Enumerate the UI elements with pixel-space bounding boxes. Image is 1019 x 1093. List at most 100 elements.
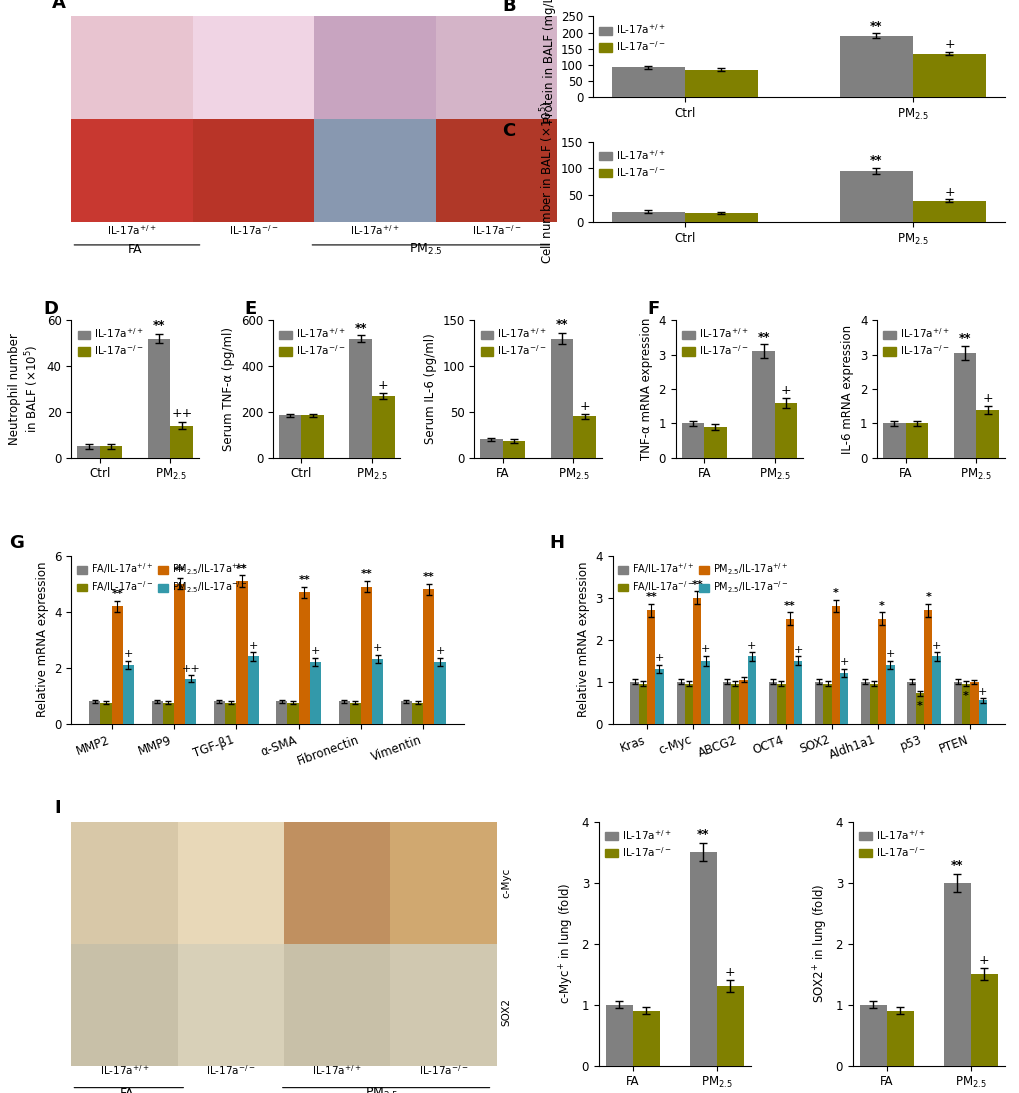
Y-axis label: SOX2$^{+}$ in lung (fold): SOX2$^{+}$ in lung (fold) (811, 884, 829, 1003)
Bar (148, 339, 170, 458)
Bar (689, 853, 716, 1066)
Text: **: ** (950, 859, 963, 872)
Y-axis label: Neutrophil number
in BALF (×10$^{5}$): Neutrophil number in BALF (×10$^{5}$) (8, 333, 41, 445)
Bar (71, 943, 177, 1066)
Y-axis label: c-Myc$^{+}$ in lung (fold): c-Myc$^{+}$ in lung (fold) (557, 883, 576, 1004)
Bar (100, 703, 111, 724)
Text: *: * (962, 691, 968, 702)
Text: IL-17a$^{+/+}$: IL-17a$^{+/+}$ (312, 1063, 362, 1078)
Bar (152, 702, 163, 724)
Text: D: D (44, 299, 58, 318)
Text: +: + (931, 640, 941, 650)
Bar (338, 702, 350, 724)
Bar (71, 16, 193, 119)
Bar (193, 119, 314, 222)
Legend: IL-17a$^{+/+}$, IL-17a$^{-/-}$: IL-17a$^{+/+}$, IL-17a$^{-/-}$ (598, 146, 665, 179)
Text: **: ** (645, 592, 656, 602)
Bar (877, 619, 886, 724)
Text: +: + (981, 391, 991, 404)
Text: +: + (249, 640, 258, 650)
Bar (550, 339, 573, 458)
Bar (225, 703, 236, 724)
Text: A: A (52, 0, 66, 12)
Text: PM$_{2.5}$: PM$_{2.5}$ (365, 1086, 398, 1093)
Bar (646, 610, 654, 724)
Bar (314, 119, 435, 222)
Bar (111, 607, 122, 724)
Bar (283, 943, 390, 1066)
Bar (886, 1011, 913, 1066)
Bar (977, 701, 986, 724)
Text: +: + (977, 686, 986, 696)
Bar (860, 682, 869, 724)
Bar (71, 822, 177, 943)
Bar (390, 822, 496, 943)
Legend: FA/IL-17a$^{+/+}$, FA/IL-17a$^{-/-}$, PM$_{2.5}$/IL-17a$^{+/+}$, PM$_{2.5}$/IL-1: FA/IL-17a$^{+/+}$, FA/IL-17a$^{-/-}$, PM… (76, 561, 248, 596)
Bar (684, 684, 693, 724)
Text: **: ** (354, 321, 367, 334)
Bar (177, 822, 283, 943)
Bar (77, 446, 100, 458)
Text: +: + (725, 966, 735, 979)
Legend: IL-17a$^{+/+}$, IL-17a$^{-/-}$: IL-17a$^{+/+}$, IL-17a$^{-/-}$ (278, 326, 346, 359)
Text: +: + (884, 649, 895, 659)
Y-axis label: Cell number in BALF (×10$^{5}$): Cell number in BALF (×10$^{5}$) (537, 101, 555, 263)
Text: FA: FA (127, 243, 142, 256)
Bar (970, 974, 997, 1066)
Bar (361, 587, 372, 724)
Bar (703, 426, 727, 458)
Text: F: F (647, 299, 659, 318)
Bar (907, 682, 915, 724)
Text: **: ** (783, 601, 795, 611)
Text: +: + (746, 640, 756, 650)
Bar (931, 657, 940, 724)
Text: **: ** (153, 319, 165, 332)
Text: c-Myc: c-Myc (500, 868, 511, 897)
Bar (839, 36, 912, 97)
Bar (163, 703, 174, 724)
Bar (830, 607, 840, 724)
Bar (287, 703, 299, 724)
Text: **: ** (756, 331, 769, 343)
Text: PM$_{2.5}$: PM$_{2.5}$ (409, 243, 442, 257)
Bar (299, 592, 310, 724)
Bar (400, 702, 412, 724)
Bar (372, 659, 383, 724)
Bar (739, 680, 747, 724)
Bar (785, 619, 793, 724)
Bar (912, 201, 985, 222)
Bar (348, 339, 372, 458)
Bar (681, 423, 703, 458)
Text: IL-17a$^{+/+}$: IL-17a$^{+/+}$ (350, 223, 399, 236)
Bar (278, 415, 301, 458)
Text: +: + (373, 644, 382, 654)
Bar (676, 682, 684, 724)
Bar (573, 416, 595, 458)
Text: +: + (700, 644, 709, 654)
Bar (943, 883, 970, 1066)
Bar (350, 703, 361, 724)
Bar (372, 396, 394, 458)
Bar (869, 684, 877, 724)
Bar (768, 682, 776, 724)
Bar (632, 1011, 659, 1066)
Bar (793, 660, 801, 724)
Bar (923, 610, 931, 724)
Bar (177, 943, 283, 1066)
Bar (716, 986, 743, 1066)
Bar (731, 684, 739, 724)
Y-axis label: TNF-α mRNA expression: TNF-α mRNA expression (639, 318, 652, 460)
Text: IL-17a$^{+/+}$: IL-17a$^{+/+}$ (100, 1063, 149, 1078)
Bar (961, 684, 969, 724)
Text: IL-17a$^{-/-}$: IL-17a$^{-/-}$ (206, 1063, 256, 1078)
Bar (859, 1004, 886, 1066)
Bar (170, 425, 193, 458)
Text: **: ** (958, 332, 970, 345)
Bar (886, 665, 894, 724)
Text: **: ** (173, 566, 185, 576)
Bar (953, 353, 975, 458)
Legend: IL-17a$^{+/+}$, IL-17a$^{-/-}$: IL-17a$^{+/+}$, IL-17a$^{-/-}$ (681, 326, 749, 359)
Bar (435, 16, 556, 119)
Text: **: ** (696, 828, 709, 842)
Bar (423, 589, 434, 724)
